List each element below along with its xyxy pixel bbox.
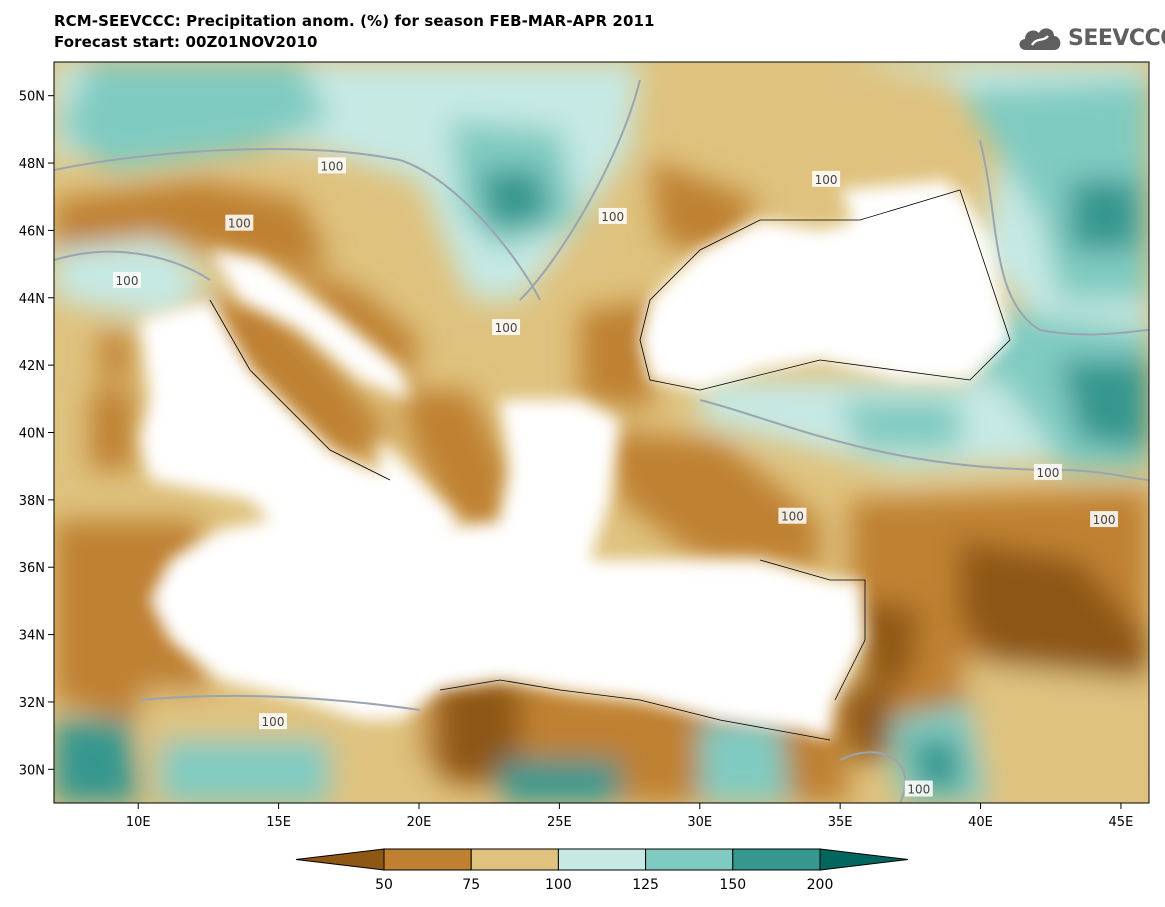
lat-tick-label: 36N [19, 561, 45, 576]
contour-label-bg [225, 214, 254, 231]
colorbar-segment [645, 848, 734, 871]
region-dinaric [280, 260, 420, 380]
logo-text: SEEVCCC [1068, 25, 1165, 51]
contour-label: 100 [116, 274, 139, 288]
contour-label-bg [1033, 463, 1062, 480]
ionian-sea [380, 440, 460, 540]
region-poland-core [480, 170, 550, 230]
contour-labels: 100 100 100 100 100 100 100 100 100 100 100 [113, 157, 1119, 797]
contour-label: 100 [1093, 513, 1116, 527]
colorbar-segment [470, 848, 559, 871]
region-cyrenaica-core [440, 680, 520, 780]
region-jordan-light [960, 660, 1149, 803]
contour-label: 100 [1036, 466, 1059, 480]
contour-label: 100 [495, 321, 518, 335]
adriatic-sea [210, 250, 410, 400]
colorbar-label: 150 [719, 877, 746, 893]
lon-tick-label: 30E [687, 815, 712, 830]
contour-label-bg [113, 271, 141, 288]
colorbar-label: 75 [462, 877, 480, 893]
contour-lines [54, 79, 1149, 803]
lon-tick-label: 10E [126, 815, 151, 830]
cloud-icon [1019, 28, 1061, 50]
region-turkey-south [600, 430, 820, 570]
region-nile-teal [700, 720, 790, 803]
lat-tick-label: 38N [19, 494, 45, 509]
lon-tick-label: 25E [547, 815, 572, 830]
lon-tick-label: 45E [1109, 815, 1134, 830]
lat-tick-label: 44N [19, 292, 45, 307]
region-sinai-core [910, 740, 960, 790]
lon-tick-label: 20E [407, 815, 432, 830]
lat-axis: 50N 48N 46N 44N 42N 40N 38N 36N 34N 32N 30N [19, 90, 54, 778]
contour-label: 100 [815, 173, 838, 187]
lon-tick-label: 15E [266, 815, 291, 830]
region-russia-core [1070, 180, 1140, 250]
region-algeria-teal [54, 720, 140, 803]
colorbar-label: 50 [375, 877, 393, 893]
lat-tick-label: 34N [19, 629, 45, 644]
map-field [54, 62, 1149, 803]
aegean-sea [500, 400, 620, 560]
region-alps [54, 180, 330, 270]
lat-tick-label: 48N [19, 157, 45, 172]
colorbar-segment [732, 848, 821, 871]
lon-axis: 10E 15E 20E 25E 30E 35E 40E 45E [126, 803, 1133, 830]
contour-label-bg [317, 157, 346, 174]
anomaly-field [54, 62, 1149, 803]
sea-mask [140, 180, 1010, 740]
contour-label-bg [259, 713, 287, 730]
region-levant-core [860, 600, 920, 690]
colorbar-segment [557, 848, 647, 871]
region-central-europe-core [60, 62, 330, 170]
contour-label-bg [812, 170, 841, 187]
seevccc-logo: SEEVCCC [1016, 23, 1165, 53]
colorbar-label: 200 [807, 877, 834, 893]
colorbar-label: 125 [632, 877, 659, 893]
contour-label-bg [1090, 511, 1119, 528]
colorbar-segment [383, 848, 472, 871]
azov-sea [840, 180, 950, 235]
lat-tick-label: 50N [19, 90, 45, 105]
lon-tick-label: 40E [968, 815, 993, 830]
region-turkey-teal [840, 400, 960, 450]
contour-label: 100 [228, 217, 251, 231]
region-greece [400, 390, 510, 540]
forecast-start-label: Forecast start: 00Z01NOV2010 [54, 33, 318, 51]
map-title: RCM-SEEVCCC: Precipitation anom. (%) for… [54, 12, 655, 30]
region-caucasus-core [1060, 360, 1149, 450]
contour-label: 100 [262, 715, 285, 729]
contour-label: 100 [781, 510, 804, 524]
colorbar-label: 100 [545, 877, 572, 893]
region-libya-west-teal [160, 740, 330, 803]
contour-label-bg [492, 319, 521, 336]
contour-label-bg [778, 507, 807, 524]
contour-label-bg [598, 207, 627, 224]
region-italy [200, 300, 390, 470]
lat-tick-label: 46N [19, 224, 45, 239]
lat-tick-label: 42N [19, 359, 45, 374]
contour-label: 100 [601, 210, 624, 224]
lat-tick-label: 32N [19, 696, 45, 711]
lon-tick-label: 35E [828, 815, 853, 830]
lat-tick-label: 30N [19, 763, 45, 778]
contour-label-bg [904, 780, 933, 797]
region-jordan-core [840, 680, 890, 760]
coastlines [209, 189, 1011, 741]
region-sardinia [90, 390, 135, 470]
contour-label: 100 [907, 783, 930, 797]
black-sea [640, 190, 1010, 390]
lat-tick-label: 40N [19, 427, 45, 442]
tyrrhenian-sea [140, 300, 865, 740]
colorbar-lower-triangle [295, 848, 385, 871]
region-corsica [100, 330, 130, 380]
region-bulgaria-east [580, 300, 660, 410]
colorbar-upper-triangle [819, 848, 909, 871]
colorbar: 50 75 100 125 150 200 [295, 848, 909, 893]
contour-label: 100 [321, 159, 344, 173]
region-egypt-teal [500, 760, 620, 803]
